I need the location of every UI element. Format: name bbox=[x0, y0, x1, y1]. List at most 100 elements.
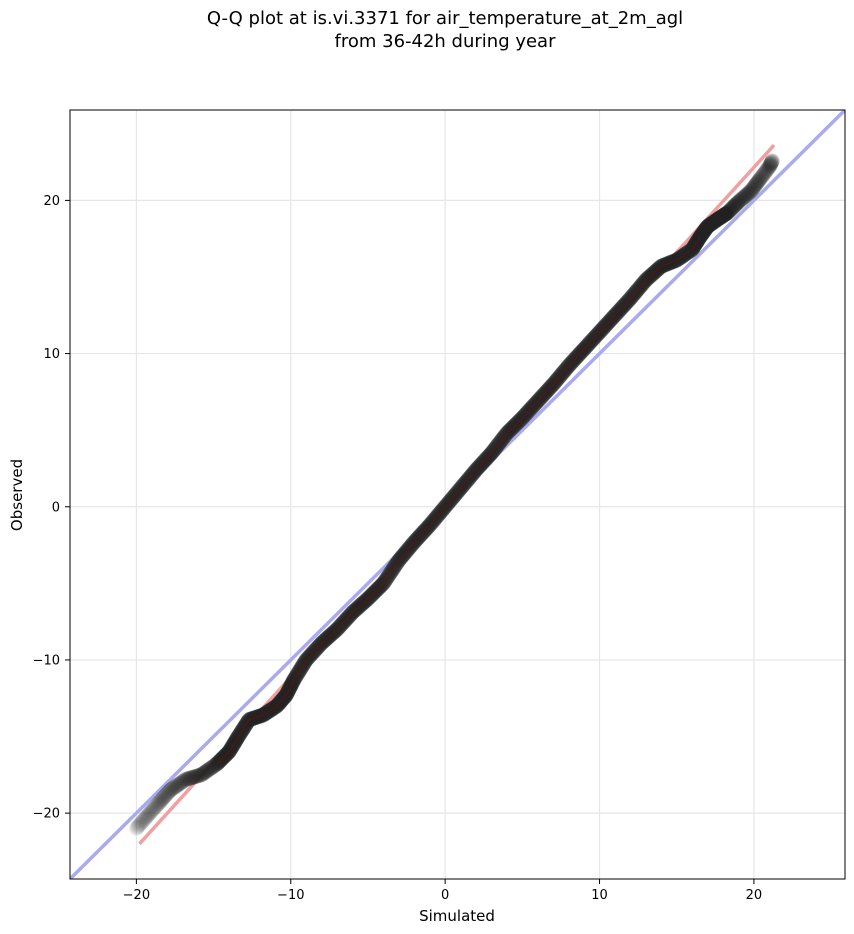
quantile-point bbox=[700, 218, 716, 234]
quantile-point bbox=[730, 195, 746, 211]
quantile-point bbox=[144, 803, 160, 819]
quantile-point bbox=[720, 204, 736, 220]
quantile-point bbox=[167, 779, 183, 795]
chart-subtitle: from 36-42h during year bbox=[334, 31, 556, 52]
quantile-point bbox=[698, 220, 714, 236]
quantile-trace bbox=[216, 236, 701, 765]
quantile-point bbox=[132, 817, 148, 833]
quantile-point bbox=[711, 210, 727, 226]
quantile-point bbox=[137, 810, 153, 826]
quantile-point bbox=[156, 789, 172, 805]
quantile-point bbox=[723, 202, 739, 218]
quantile-point bbox=[707, 213, 723, 229]
quantile-point bbox=[163, 781, 179, 797]
quantile-point bbox=[733, 192, 749, 208]
quantile-point bbox=[762, 157, 778, 173]
quantile-point bbox=[737, 189, 753, 205]
quantile-point bbox=[759, 161, 775, 177]
quantile-point bbox=[131, 817, 147, 833]
quantile-point bbox=[738, 187, 754, 203]
quantile-point bbox=[138, 810, 154, 826]
quantile-point bbox=[763, 156, 779, 172]
plot-frame bbox=[69, 109, 846, 880]
y-tick-label: 10 bbox=[43, 347, 60, 362]
quantile-point bbox=[203, 760, 219, 776]
quantile-point bbox=[697, 222, 713, 238]
quantile-point bbox=[760, 160, 776, 176]
quantile-point bbox=[192, 767, 208, 783]
y-tick-label: 20 bbox=[43, 194, 60, 209]
quantile-point bbox=[201, 761, 217, 777]
plot-area bbox=[70, 110, 845, 879]
y-tick-label: −10 bbox=[33, 653, 60, 668]
quantile-point bbox=[705, 215, 721, 231]
quantile-point bbox=[702, 217, 718, 233]
quantile-point bbox=[747, 178, 763, 194]
quantile-point bbox=[187, 769, 203, 785]
quantile-point bbox=[146, 801, 162, 817]
chart-title: Q-Q plot at is.vi.3371 for air_temperatu… bbox=[206, 8, 684, 29]
quantile-point bbox=[710, 211, 726, 227]
quantile-point bbox=[197, 765, 213, 781]
quantile-point bbox=[168, 778, 184, 794]
quantile-point bbox=[745, 181, 761, 197]
quantile-point bbox=[142, 805, 158, 821]
quantile-point bbox=[154, 791, 170, 807]
quantile-point bbox=[699, 219, 715, 235]
quantile-point bbox=[135, 813, 151, 829]
quantile-point bbox=[701, 217, 717, 233]
quantile-point bbox=[727, 197, 743, 213]
quantile-point bbox=[174, 774, 190, 790]
quantile-point bbox=[720, 205, 736, 221]
x-tick-label: 20 bbox=[746, 888, 763, 903]
quantile-point bbox=[719, 205, 735, 221]
quantile-point bbox=[746, 179, 762, 195]
quantile-point bbox=[178, 771, 194, 787]
quantile-point bbox=[182, 770, 198, 786]
quantile-point bbox=[132, 816, 148, 832]
quantile-point bbox=[188, 768, 204, 784]
quantile-point bbox=[169, 778, 185, 794]
quantile-point bbox=[695, 225, 711, 241]
y-tick-label: 0 bbox=[52, 500, 60, 515]
x-tick-label: 10 bbox=[591, 888, 608, 903]
quantile-point bbox=[703, 216, 719, 232]
quantile-point bbox=[186, 769, 202, 785]
quantile-point bbox=[171, 776, 187, 792]
quantile-point bbox=[139, 809, 155, 825]
quantile-point bbox=[143, 804, 159, 820]
quantile-point bbox=[762, 158, 778, 174]
quantile-point bbox=[136, 811, 152, 827]
quantile-point bbox=[761, 160, 777, 176]
quantile-point bbox=[761, 159, 777, 175]
quantile-point bbox=[130, 819, 146, 835]
quantile-point bbox=[183, 770, 199, 786]
quantile-point bbox=[762, 158, 778, 174]
quantile-point bbox=[753, 170, 769, 186]
quantile-point bbox=[129, 820, 145, 836]
quantile-point bbox=[176, 773, 192, 789]
quantile-point bbox=[763, 156, 779, 172]
quantile-point bbox=[141, 806, 157, 822]
quantile-point bbox=[743, 183, 759, 199]
quantile-point bbox=[140, 807, 156, 823]
quantile-point bbox=[717, 206, 733, 222]
quantile-point bbox=[718, 206, 734, 222]
quantile-point bbox=[759, 162, 775, 178]
quantile-point bbox=[153, 793, 169, 809]
quantile-point bbox=[724, 200, 740, 216]
quantile-point bbox=[128, 820, 144, 836]
x-axis-label: Simulated bbox=[419, 907, 495, 925]
quantile-point bbox=[146, 800, 162, 816]
quantile-point bbox=[707, 213, 723, 229]
quantile-point bbox=[170, 777, 186, 793]
y-axis-label: Observed bbox=[8, 459, 26, 531]
quantile-point bbox=[696, 223, 712, 239]
quantile-point bbox=[762, 157, 778, 173]
quantile-point bbox=[696, 224, 712, 240]
quantile-point bbox=[757, 164, 773, 180]
quantile-point bbox=[712, 209, 728, 225]
quantile-point bbox=[739, 186, 755, 202]
quantile-point bbox=[724, 201, 740, 217]
quantile-point bbox=[730, 194, 746, 210]
